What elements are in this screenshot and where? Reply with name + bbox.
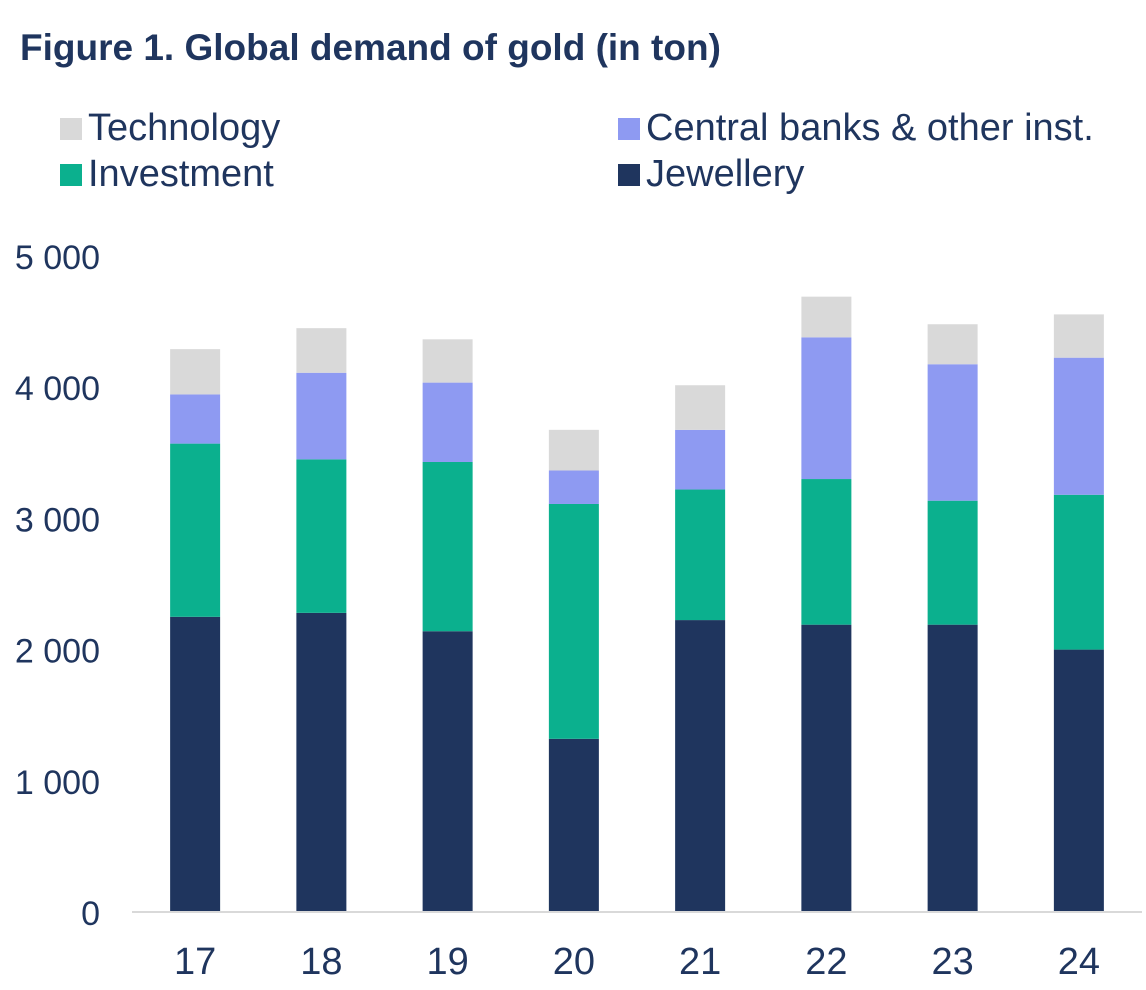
- y-axis: 0 1 000 2 000 3 000 4 000 5 000: [15, 239, 100, 933]
- x-tick-label: 21: [679, 941, 721, 983]
- bar-segment: [927, 500, 978, 625]
- chart-legend: Technology Central banks & other inst. Inv…: [60, 107, 1094, 195]
- bar-segment: [1053, 649, 1104, 912]
- x-axis: 17 18 19 20 21 22 23 24: [132, 911, 1142, 983]
- legend-label: Investment: [88, 153, 274, 195]
- bar-segment: [296, 612, 347, 912]
- y-tick-label: 0: [81, 895, 100, 933]
- bar-segment: [927, 364, 978, 501]
- y-tick-label: 4 000: [15, 370, 100, 408]
- bar-segment: [296, 328, 347, 373]
- y-tick-label: 2 000: [15, 633, 100, 671]
- bar-segment: [170, 443, 221, 617]
- legend-label: Jewellery: [646, 153, 804, 195]
- legend-swatch: [60, 164, 82, 186]
- bar-segment: [1053, 314, 1104, 358]
- bar-segment: [1053, 494, 1104, 650]
- bars: [170, 296, 1104, 912]
- legend-swatch: [60, 118, 82, 140]
- bar-segment: [801, 337, 852, 480]
- x-tick-label: 22: [805, 941, 847, 983]
- bar-segment: [675, 620, 726, 912]
- bar-segment: [548, 470, 599, 504]
- bar-segment: [675, 385, 726, 430]
- bar-segment: [927, 324, 978, 365]
- x-tick-label: 17: [174, 941, 216, 983]
- bar-segment: [296, 459, 347, 613]
- bar-segment: [548, 738, 599, 912]
- bar-segment: [422, 382, 473, 462]
- bar-segment: [927, 624, 978, 912]
- bar-segment: [170, 349, 221, 395]
- bar-segment: [170, 394, 221, 444]
- bar-segment: [801, 296, 852, 338]
- y-tick-label: 1 000: [15, 764, 100, 802]
- bar-segment: [801, 479, 852, 625]
- x-tick-label: 24: [1058, 941, 1100, 983]
- bar-segment: [675, 429, 726, 490]
- x-tick-label: 18: [300, 941, 342, 983]
- legend-label: Central banks & other inst.: [646, 107, 1094, 149]
- bar-segment: [548, 503, 599, 739]
- bar-segment: [170, 616, 221, 912]
- bar-segment: [422, 631, 473, 912]
- bar-segment: [422, 461, 473, 632]
- bar-segment: [1053, 357, 1104, 495]
- bar-segment: [548, 429, 599, 471]
- x-tick-label: 20: [553, 941, 595, 983]
- bar-segment: [675, 489, 726, 621]
- x-tick-label: 23: [931, 941, 973, 983]
- y-tick-label: 5 000: [15, 239, 100, 277]
- y-tick-label: 3 000: [15, 501, 100, 539]
- chart-title: Figure 1. Global demand of gold (in ton): [20, 27, 721, 68]
- legend-label: Technology: [88, 107, 280, 149]
- bar-segment: [422, 339, 473, 383]
- bar-segment: [296, 372, 347, 460]
- legend-swatch: [618, 118, 640, 140]
- bar-segment: [801, 624, 852, 912]
- legend-swatch: [618, 164, 640, 186]
- x-tick-label: 19: [426, 941, 468, 983]
